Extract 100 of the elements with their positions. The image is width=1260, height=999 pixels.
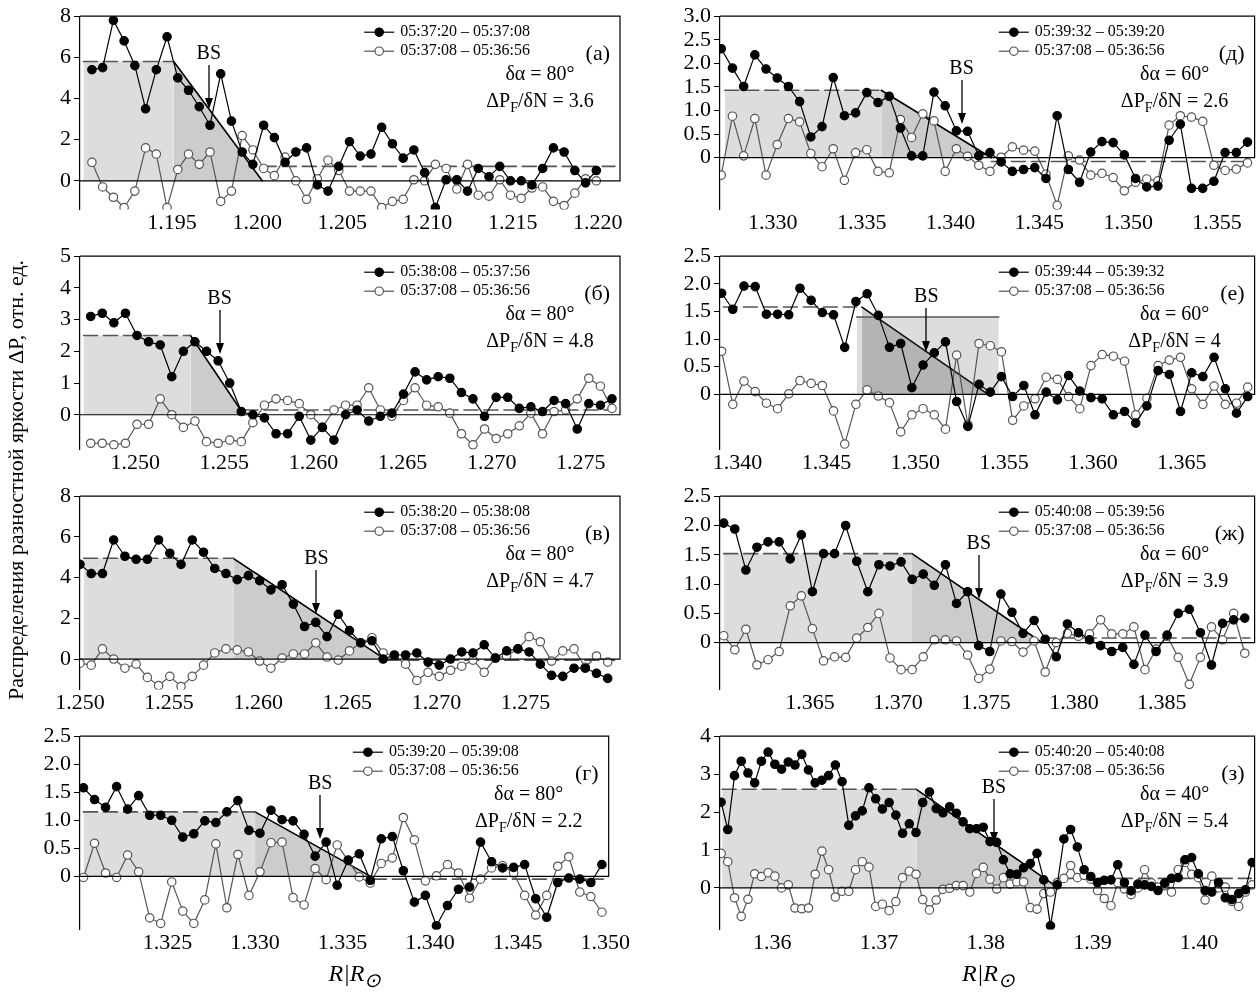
legend-label: 05:37:08 – 05:36:56 <box>400 41 530 59</box>
legend-label: 05:39:32 – 05:39:20 <box>1034 22 1165 40</box>
x-tick-label: 1.335 <box>317 928 368 954</box>
y-tick-label: 0 <box>700 628 711 654</box>
annotation: (в) <box>584 520 611 546</box>
y-tick-label: 0.5 <box>683 352 711 378</box>
legend-label: 05:40:08 – 05:39:56 <box>1034 502 1165 520</box>
x-tick-label: 1.385 <box>1137 688 1187 714</box>
annotation: δα = 80° <box>505 62 575 85</box>
x-tick-label: 1.215 <box>487 208 538 234</box>
y-tick-label: 0 <box>60 400 71 426</box>
annotation: δα = 80° <box>505 302 575 325</box>
y-tick-label: 1.5 <box>683 540 711 566</box>
x-tick-label: 1.340 <box>712 448 763 474</box>
legend-label: 05:37:20 – 05:37:08 <box>400 22 530 40</box>
y-tick-label: 6 <box>60 43 71 69</box>
x-tick-label: 1.275 <box>556 448 606 474</box>
y-tick-label: 0 <box>60 166 71 192</box>
annotation: δα = 80° <box>505 542 575 565</box>
annotation: (е) <box>1220 280 1245 306</box>
y-tick-label: 2 <box>60 604 71 630</box>
y-tick-label: 1.0 <box>43 806 71 832</box>
x-tick-label: 1.255 <box>144 688 194 714</box>
y-tick-label: 0 <box>60 862 71 888</box>
annotation: (б) <box>584 280 611 306</box>
y-tick-label: 8 <box>60 1 71 27</box>
annotation: (ж) <box>1214 520 1245 546</box>
y-tick-label: 1 <box>60 368 71 394</box>
y-tick-label: 4 <box>60 84 71 110</box>
x-tick-label: 1.40 <box>1179 928 1219 954</box>
annotation: BS <box>966 531 992 554</box>
y-tick-label: 1.5 <box>43 778 71 804</box>
y-tick-label: 0.5 <box>43 834 71 860</box>
annotation: BS <box>981 775 1007 798</box>
y-tick-label: 1.0 <box>683 324 711 350</box>
legend-label: 05:39:20 – 05:39:08 <box>388 742 519 760</box>
y-tick-label: 4 <box>700 721 711 747</box>
annotation: BS <box>914 283 939 306</box>
annotation: BS <box>307 770 333 793</box>
annotation: δα = 60° <box>1140 62 1210 85</box>
x-axis-title: R|R$_{⊙}$ <box>327 960 383 992</box>
x-tick-label: 1.275 <box>500 688 551 714</box>
x-tick-label: 1.250 <box>110 448 160 474</box>
y-axis-title: Распределения разностной яркости ΔP, отн. ед. <box>3 259 29 701</box>
x-tick-label: 1.36 <box>753 928 792 954</box>
annotation: (з) <box>1221 760 1245 786</box>
x-tick-label: 1.260 <box>288 448 339 474</box>
x-tick-label: 1.345 <box>801 448 852 474</box>
y-tick-label: 1.0 <box>683 96 711 122</box>
y-tick-label: 2.0 <box>683 269 711 295</box>
y-tick-label: 0 <box>60 644 71 670</box>
y-tick-label: 0.5 <box>683 599 711 625</box>
y-tick-label: 1.5 <box>683 297 711 323</box>
annotation: BS <box>304 545 329 568</box>
y-tick-label: 2.0 <box>683 511 711 537</box>
y-tick-label: 8 <box>60 481 71 507</box>
x-tick-label: 1.205 <box>317 208 368 234</box>
annotation: δα = 60° <box>1140 542 1210 565</box>
y-tick-label: 3 <box>700 759 711 785</box>
y-tick-label: 2.0 <box>43 750 71 776</box>
y-tick-label: 2 <box>700 797 711 823</box>
annotation: BS <box>949 56 974 79</box>
legend-label: 05:39:44 – 05:39:32 <box>1034 262 1165 280</box>
legend-label: 05:37:08 – 05:36:56 <box>400 281 530 299</box>
annotation: BS <box>207 285 232 308</box>
annotation: (г) <box>575 760 599 786</box>
annotation: δα = 80° <box>494 782 564 805</box>
x-tick-label: 1.265 <box>322 688 373 714</box>
y-tick-label: 4 <box>60 273 71 299</box>
y-tick-label: 2 <box>60 125 71 151</box>
annotation: δα = 40° <box>1140 782 1210 805</box>
y-tick-label: 2.0 <box>683 49 711 75</box>
annotation: BS <box>196 40 222 63</box>
legend-label: 05:37:08 – 05:36:56 <box>1034 521 1165 539</box>
legend-label: 05:37:08 – 05:36:56 <box>1034 281 1165 299</box>
y-tick-label: 3 <box>60 305 71 331</box>
x-tick-label: 1.210 <box>402 208 453 234</box>
annotation: δα = 60° <box>1140 302 1210 325</box>
legend-label: 05:38:08 – 05:37:56 <box>400 262 530 280</box>
x-axis-title: R|R$_{⊙}$ <box>961 960 1016 992</box>
x-tick-label: 1.355 <box>979 448 1029 474</box>
x-tick-label: 1.260 <box>233 688 283 714</box>
legend-label: 05:37:08 – 05:36:56 <box>388 761 519 779</box>
y-tick-label: 1 <box>700 835 711 861</box>
y-tick-label: 2 <box>60 337 71 363</box>
x-tick-label: 1.39 <box>1073 928 1112 954</box>
x-tick-label: 1.325 <box>142 928 193 954</box>
legend-label: 05:37:08 – 05:36:56 <box>1034 41 1165 59</box>
x-tick-label: 1.200 <box>232 208 282 234</box>
y-tick-label: 0 <box>700 143 711 169</box>
x-tick-label: 1.365 <box>785 688 835 714</box>
legend-label: 05:40:20 – 05:40:08 <box>1034 742 1165 760</box>
x-tick-label: 1.270 <box>411 688 462 714</box>
y-tick-label: 0 <box>700 873 711 899</box>
x-tick-label: 1.255 <box>199 448 250 474</box>
x-tick-label: 1.375 <box>961 688 1011 714</box>
x-tick-label: 1.340 <box>925 208 976 234</box>
legend-label: 05:37:08 – 05:36:56 <box>1034 761 1165 779</box>
annotation: (д) <box>1218 40 1245 66</box>
x-tick-label: 1.350 <box>1103 208 1153 234</box>
